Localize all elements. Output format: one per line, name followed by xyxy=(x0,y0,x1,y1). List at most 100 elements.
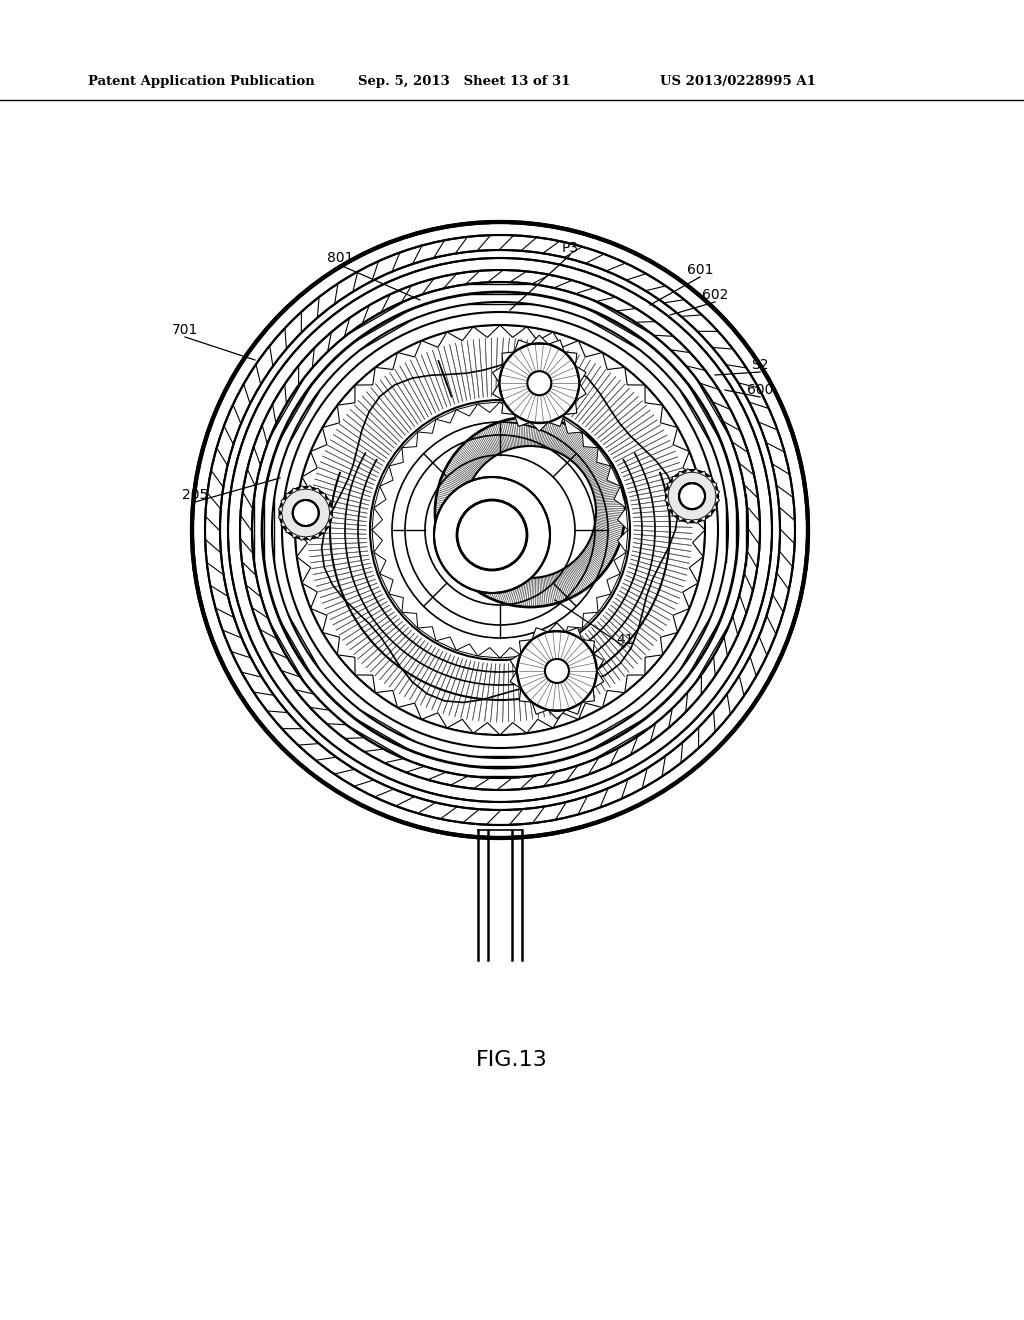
Polygon shape xyxy=(302,583,317,609)
Polygon shape xyxy=(683,583,698,609)
Polygon shape xyxy=(380,466,393,486)
Polygon shape xyxy=(602,690,625,708)
Polygon shape xyxy=(566,702,582,714)
Polygon shape xyxy=(436,638,457,651)
Polygon shape xyxy=(402,612,418,628)
Polygon shape xyxy=(614,486,626,508)
Polygon shape xyxy=(389,594,403,612)
Polygon shape xyxy=(667,503,673,511)
Polygon shape xyxy=(712,503,717,511)
Polygon shape xyxy=(582,640,595,653)
Polygon shape xyxy=(665,496,670,503)
Text: 600: 600 xyxy=(746,383,773,397)
Polygon shape xyxy=(579,704,602,719)
Polygon shape xyxy=(418,420,436,433)
Polygon shape xyxy=(436,409,457,422)
Polygon shape xyxy=(715,496,720,503)
Polygon shape xyxy=(583,432,598,447)
Polygon shape xyxy=(673,428,689,451)
Polygon shape xyxy=(678,471,685,477)
Text: Sep. 5, 2013   Sheet 13 of 31: Sep. 5, 2013 Sheet 13 of 31 xyxy=(358,75,570,88)
Polygon shape xyxy=(614,552,626,574)
Polygon shape xyxy=(297,477,310,503)
Polygon shape xyxy=(522,404,544,416)
Polygon shape xyxy=(660,405,678,428)
Polygon shape xyxy=(519,640,532,653)
Polygon shape xyxy=(302,451,317,477)
Polygon shape xyxy=(306,486,313,490)
Circle shape xyxy=(280,487,332,539)
Text: US 2013/0228995 A1: US 2013/0228995 A1 xyxy=(660,75,816,88)
Polygon shape xyxy=(323,405,340,428)
Polygon shape xyxy=(548,623,566,632)
Polygon shape xyxy=(297,557,310,583)
Circle shape xyxy=(545,659,569,682)
Polygon shape xyxy=(548,414,564,426)
Polygon shape xyxy=(597,447,611,466)
Circle shape xyxy=(464,446,596,578)
Polygon shape xyxy=(510,671,521,688)
Polygon shape xyxy=(286,494,292,499)
Circle shape xyxy=(666,470,718,523)
Circle shape xyxy=(293,500,318,525)
Polygon shape xyxy=(326,499,331,506)
Polygon shape xyxy=(683,451,698,477)
Polygon shape xyxy=(292,532,298,539)
Text: 601: 601 xyxy=(687,263,714,277)
Polygon shape xyxy=(397,704,422,719)
Polygon shape xyxy=(553,333,579,347)
Polygon shape xyxy=(685,469,692,474)
Polygon shape xyxy=(645,385,663,405)
Polygon shape xyxy=(295,531,307,557)
Polygon shape xyxy=(313,488,319,494)
Circle shape xyxy=(500,343,580,424)
Polygon shape xyxy=(326,520,331,527)
Polygon shape xyxy=(502,352,514,366)
Polygon shape xyxy=(582,688,595,702)
Text: FIG.13: FIG.13 xyxy=(476,1049,548,1071)
Polygon shape xyxy=(579,341,602,356)
Polygon shape xyxy=(660,632,678,655)
Text: 801: 801 xyxy=(327,251,353,265)
Text: 602: 602 xyxy=(701,288,728,302)
Polygon shape xyxy=(544,409,564,422)
Polygon shape xyxy=(553,713,579,729)
Polygon shape xyxy=(510,653,521,671)
Polygon shape xyxy=(673,609,689,632)
Polygon shape xyxy=(310,609,327,632)
Polygon shape xyxy=(548,710,566,719)
Polygon shape xyxy=(422,333,446,347)
Circle shape xyxy=(434,477,550,593)
Polygon shape xyxy=(402,432,418,447)
Polygon shape xyxy=(279,506,283,513)
Polygon shape xyxy=(667,482,673,488)
Polygon shape xyxy=(519,688,532,702)
Polygon shape xyxy=(692,503,705,531)
Polygon shape xyxy=(286,527,292,533)
Polygon shape xyxy=(685,519,692,524)
Polygon shape xyxy=(564,352,577,366)
Polygon shape xyxy=(689,557,703,583)
Polygon shape xyxy=(526,327,553,341)
Polygon shape xyxy=(418,627,436,640)
Polygon shape xyxy=(699,516,707,521)
Polygon shape xyxy=(678,516,685,521)
Polygon shape xyxy=(375,352,397,370)
Polygon shape xyxy=(319,494,326,499)
Polygon shape xyxy=(712,482,717,488)
Polygon shape xyxy=(310,428,327,451)
Polygon shape xyxy=(323,632,340,655)
Polygon shape xyxy=(500,403,522,412)
Polygon shape xyxy=(329,513,334,520)
Polygon shape xyxy=(532,702,548,714)
Polygon shape xyxy=(502,400,514,414)
Polygon shape xyxy=(530,422,548,432)
Polygon shape xyxy=(566,628,582,640)
Polygon shape xyxy=(457,404,478,416)
Polygon shape xyxy=(281,520,287,527)
Polygon shape xyxy=(372,531,382,552)
Polygon shape xyxy=(473,722,500,735)
Text: Patent Application Publication: Patent Application Publication xyxy=(88,75,314,88)
Polygon shape xyxy=(295,503,307,531)
Text: 701: 701 xyxy=(172,323,199,337)
